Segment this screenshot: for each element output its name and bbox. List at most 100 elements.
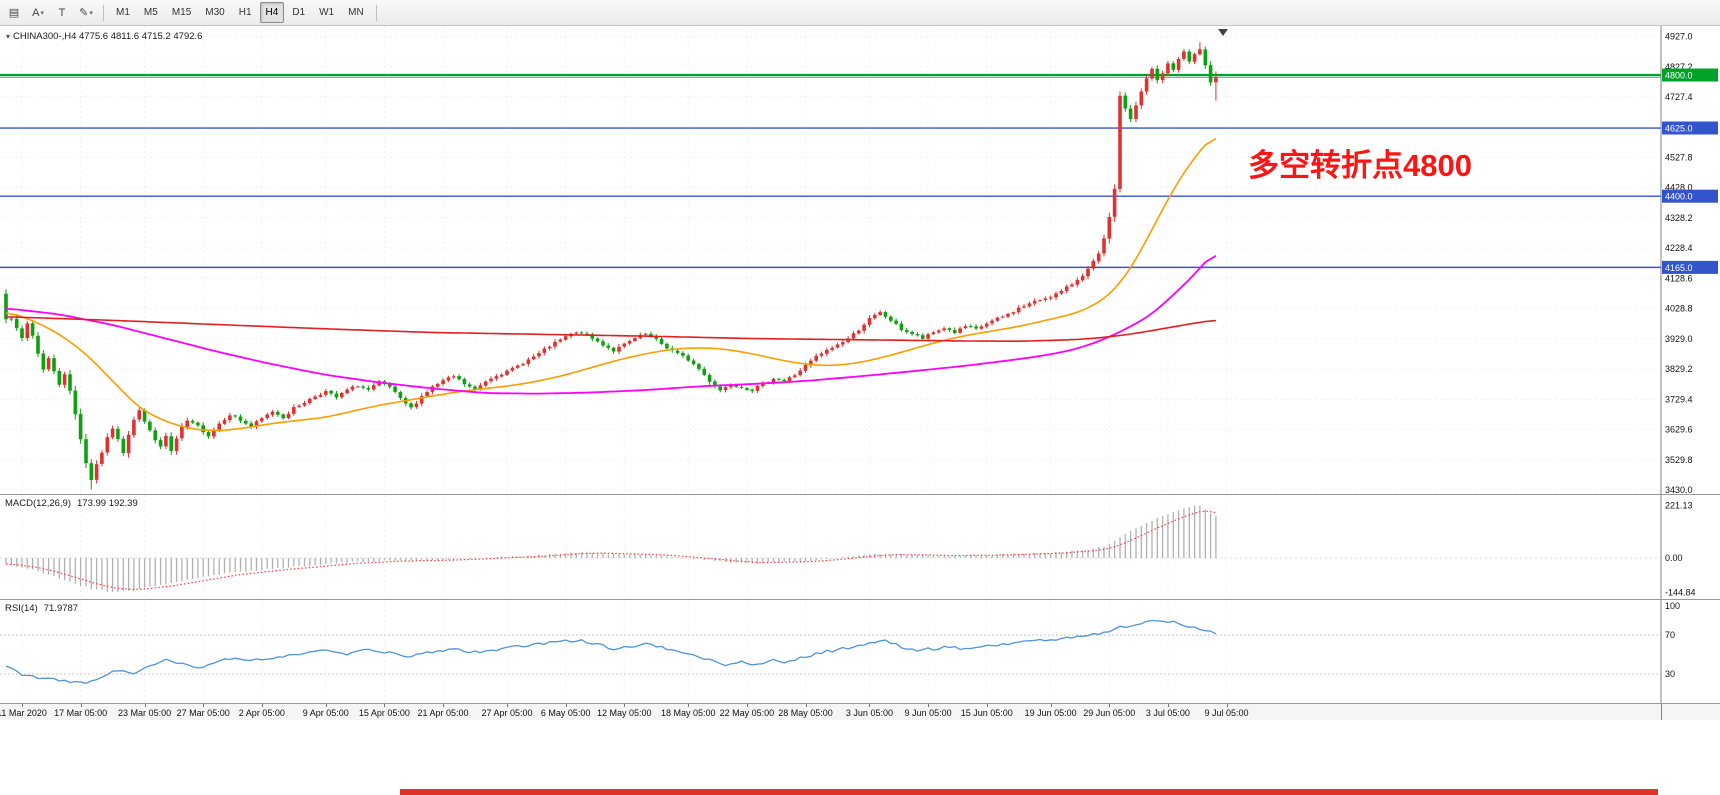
time-axis-label: 22 May 05:00 (719, 708, 775, 718)
tool-draw-button[interactable]: ✎ ▾ (79, 7, 93, 19)
rsi-grid (0, 600, 1661, 703)
time-axis-label: 23 Mar 05:00 (118, 708, 172, 718)
price-level-badge: 4625.0 (1662, 121, 1718, 135)
main-chart-panel: 4927.04827.24727.44627.64527.84428.04328… (0, 26, 1720, 494)
price-axis-label: 3430.0 (1665, 485, 1693, 494)
price-axis-label: 4028.8 (1665, 304, 1693, 314)
price-axis-label: 3729.4 (1665, 394, 1693, 404)
macd-header: MACD(12,26,9) 173.99 192.39 (5, 498, 138, 509)
macd-axis-label: -144.84 (1665, 587, 1696, 597)
time-tick (1167, 704, 1169, 707)
time-axis-label: 29 Jun 05:00 (1083, 708, 1136, 718)
time-axis-label: 9 Apr 05:00 (302, 708, 349, 718)
time-tick (384, 704, 386, 707)
time-tick (1050, 704, 1052, 707)
timeframe-button-W1[interactable]: W1 (319, 7, 335, 18)
timeframe-button-H4[interactable]: H4 (259, 2, 285, 23)
tool-text-button[interactable]: T (58, 6, 66, 19)
macd-histogram (5, 505, 1217, 592)
ma-mid-magenta (5, 255, 1217, 395)
time-tick (986, 704, 988, 707)
time-tick (746, 704, 748, 707)
rsi-axis: 100 70 30 (1660, 600, 1680, 703)
macd-panel: 221.13 0.00 -144.84 MACD(12,26,9) 173.99 19… (0, 494, 1720, 599)
time-axis-label: 27 Mar 05:00 (176, 708, 230, 718)
macd-grid (0, 495, 1661, 599)
rsi-chart[interactable]: 100 70 30 (0, 600, 1720, 703)
time-tick (261, 704, 263, 707)
bottom-red-bar (400, 789, 1658, 795)
time-tick (443, 704, 445, 707)
svg-text:4165.0: 4165.0 (1665, 263, 1693, 273)
price-axis-label: 3629.6 (1665, 425, 1693, 435)
price-axis-label: 4927.0 (1665, 32, 1693, 42)
rsi-panel: 100 70 30 RSI(14) 71.9787 (0, 599, 1720, 703)
time-axis-label: 18 May 05:00 (660, 708, 716, 718)
svg-text:4625.0: 4625.0 (1665, 124, 1693, 134)
time-axis-label: 21 Apr 05:00 (417, 708, 469, 718)
rsi-axis-label: 30 (1665, 669, 1675, 679)
time-tick (144, 704, 146, 707)
time-axis-label: 2 Apr 05:00 (238, 708, 285, 718)
timeframe-button-H1[interactable]: H1 (238, 7, 252, 18)
price-level-badge: 4400.0 (1662, 189, 1718, 203)
rsi-axis-label: 70 (1665, 630, 1675, 640)
chart-shift-marker[interactable] (1218, 29, 1228, 36)
time-tick (1109, 704, 1111, 707)
price-axis-label: 4228.4 (1665, 243, 1693, 253)
toolbar-separator (375, 4, 377, 21)
tool-button-group: ▤ A ▾ T ✎ ▾ (2, 2, 98, 24)
timeframe-button-D1[interactable]: D1 (292, 7, 306, 18)
collapse-icon[interactable]: ▾ (6, 32, 11, 41)
price-axis-label: 3929.0 (1665, 334, 1693, 344)
timeframe-button-group: M1 M5 M15 M30 H1 H4 D1 W1 MN (109, 2, 371, 23)
candlestick-chart[interactable]: 4927.04827.24727.44627.64527.84428.04328… (0, 26, 1720, 494)
time-tick (869, 704, 871, 707)
time-axis-label: 11 Mar 2020 (0, 708, 47, 718)
time-tick (21, 704, 23, 707)
timeframe-button-M5[interactable]: M5 (143, 7, 158, 18)
time-axis-label: 3 Jul 05:00 (1145, 708, 1190, 718)
timeframe-button-MN[interactable]: MN (348, 7, 364, 18)
svg-text:4800.0: 4800.0 (1665, 71, 1693, 81)
time-tick (507, 704, 509, 707)
price-axis-label: 3529.8 (1665, 455, 1693, 465)
time-axis-label: 28 May 05:00 (778, 708, 833, 718)
price-level-badge: 4165.0 (1662, 260, 1718, 274)
macd-axis-label: 221.13 (1665, 500, 1693, 510)
macd-axis: 221.13 0.00 -144.84 (1660, 495, 1696, 599)
time-axis[interactable]: 11 Mar 2020 17 Mar 05:00 23 Mar 05:00 27 Ma… (0, 703, 1720, 720)
timeframe-button-M1[interactable]: M1 (116, 7, 130, 18)
timeframe-button-M30[interactable]: M30 (205, 7, 225, 18)
dropdown-arrow-icon: ▾ (40, 9, 44, 17)
time-tick (203, 704, 205, 707)
tool-text-label-button[interactable]: A ▾ (32, 6, 44, 19)
time-axis-label: 19 Jun 05:00 (1024, 708, 1077, 718)
tool-indicator-list-button[interactable]: ▤ (8, 7, 20, 19)
price-axis: 4927.04827.24727.44627.64527.84428.04328… (1660, 26, 1718, 494)
time-tick (80, 704, 82, 707)
macd-axis-label: 0.00 (1665, 553, 1683, 563)
time-tick (1226, 704, 1228, 707)
symbol-ohlc-header: ▾ CHINA300-,H4 4775.6 4811.6 4715.2 4792.… (6, 31, 202, 42)
time-tick (624, 704, 626, 707)
top-toolbar: ▤ A ▾ T ✎ ▾ M1 M5 M15 M30 H1 H4 D1 W1 MN (0, 0, 1720, 26)
time-axis-label: 9 Jun 05:00 (904, 708, 952, 718)
time-axis-label: 12 May 05:00 (596, 708, 652, 718)
macd-chart[interactable]: 221.13 0.00 -144.84 (0, 495, 1720, 599)
ma-fast-orange (5, 137, 1217, 432)
timeframe-button-M15[interactable]: M15 (171, 7, 192, 18)
time-tick (805, 704, 807, 707)
price-axis-label: 4727.4 (1665, 92, 1693, 102)
macd-name: MACD(12,26,9) (5, 498, 71, 509)
main-grid (0, 26, 1661, 494)
svg-text:4400.0: 4400.0 (1665, 192, 1693, 202)
ma-slow-red (5, 316, 1216, 343)
price-axis-label: 4827.2 (1665, 62, 1693, 72)
time-tick (928, 704, 930, 707)
rsi-axis-label: 100 (1665, 601, 1680, 611)
time-axis-label: 15 Jun 05:00 (960, 708, 1013, 718)
time-tick (325, 704, 327, 707)
time-axis-label: 15 Apr 05:00 (358, 708, 410, 718)
price-axis-label: 4328.2 (1665, 213, 1693, 223)
